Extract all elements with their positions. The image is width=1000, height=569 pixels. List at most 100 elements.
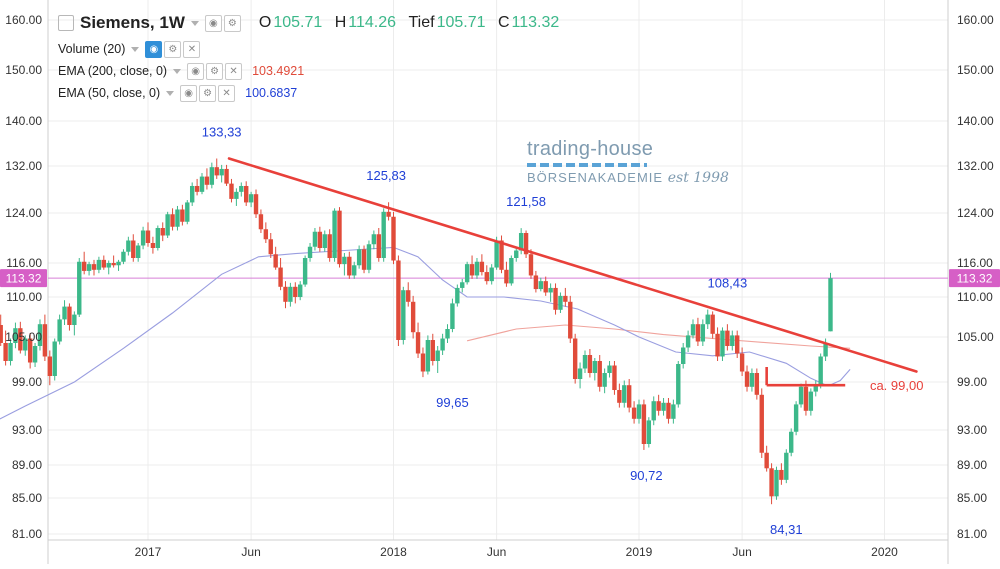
candle-up: [705, 314, 710, 325]
candle-up: [558, 295, 563, 310]
candle-down: [568, 301, 573, 339]
candle-down: [258, 214, 264, 230]
y-tick-label-left: 93.00: [12, 423, 42, 437]
close-icon[interactable]: ✕: [225, 62, 243, 80]
price-annotation: ca. 99,00: [870, 378, 924, 393]
candle-up: [126, 240, 131, 252]
volume-label[interactable]: Volume (20): [58, 42, 126, 56]
candle-up: [52, 341, 57, 376]
candle-down: [91, 264, 97, 270]
candle-up: [622, 385, 627, 403]
watermark-title: trading-house: [527, 138, 654, 160]
chevron-down-icon[interactable]: [131, 46, 140, 52]
x-tick-label: 2019: [626, 545, 653, 559]
candle-down: [523, 233, 529, 255]
x-tick-label: 2018: [380, 545, 407, 559]
candle-up: [518, 233, 524, 251]
candle-up: [175, 209, 180, 227]
ema200-row: EMA (200, close, 0) ◉ ⚙ ✕ 103.4921: [58, 60, 559, 82]
candle-up: [460, 282, 465, 288]
candle-up: [332, 210, 337, 258]
price-annotation: 99,65: [436, 395, 469, 410]
symbol-title[interactable]: Siemens, 1W: [80, 13, 185, 32]
candle-up: [514, 250, 519, 258]
y-tick-label-left: 89.00: [12, 458, 42, 472]
gear-icon[interactable]: ⚙: [164, 40, 182, 58]
candle-up: [77, 261, 82, 315]
high-value: 114.26: [348, 14, 397, 31]
candle-up: [494, 240, 499, 268]
candle-down: [170, 214, 175, 227]
chevron-down-icon[interactable]: [190, 20, 199, 26]
candle-down: [597, 361, 602, 387]
candle-up: [121, 251, 126, 262]
candle-down: [376, 234, 381, 258]
candle-down: [273, 254, 278, 268]
ohlc-readout: O 105.71 H 114.26 Tief 105.71 C 113.32: [251, 14, 559, 32]
eye-icon[interactable]: ◉: [187, 62, 205, 80]
candle-down: [612, 365, 617, 390]
close-icon[interactable]: ✕: [183, 40, 201, 58]
candle-down: [391, 216, 396, 261]
candle-down: [587, 355, 593, 373]
symbol-row: Siemens, 1W ◉ ⚙ O 105.71 H 114.26 Tief 105.…: [58, 8, 559, 38]
candle-down: [0, 325, 3, 343]
y-tick-label-right: 110.00: [957, 290, 993, 304]
candle-up: [189, 185, 195, 203]
gear-icon[interactable]: ⚙: [223, 14, 241, 32]
candle-up: [366, 244, 372, 270]
high-label: H: [334, 14, 347, 31]
candle-up: [690, 324, 696, 336]
candle-up: [646, 420, 652, 444]
candle-up: [425, 340, 431, 372]
candle-up: [700, 324, 706, 342]
y-tick-label-right: 105.00: [957, 330, 994, 344]
candle-up: [813, 385, 818, 392]
gear-icon[interactable]: ⚙: [206, 62, 224, 80]
candle-down: [563, 295, 568, 302]
candle-up: [582, 355, 588, 369]
ema200-label[interactable]: EMA (200, close, 0): [58, 64, 168, 78]
candle-up: [312, 231, 318, 247]
price-annotation: 84,31: [770, 522, 803, 537]
y-tick-label-right: 85.00: [957, 491, 987, 505]
y-tick-label-right: 124.00: [957, 206, 994, 220]
candle-down: [347, 256, 352, 276]
close-icon[interactable]: ✕: [218, 84, 236, 102]
y-tick-label-left: 99.00: [12, 375, 42, 389]
candle-up: [435, 350, 440, 361]
candle-up: [248, 194, 254, 203]
candle-up: [636, 404, 642, 419]
candle-up: [8, 343, 13, 361]
last-price-tag-left: [0, 269, 47, 288]
candle-down: [386, 211, 391, 217]
compare-icon[interactable]: [58, 15, 74, 31]
chevron-down-icon[interactable]: [173, 68, 182, 74]
price-annotation: 108,43: [707, 276, 747, 291]
candle-down: [67, 306, 72, 325]
chevron-down-icon[interactable]: [166, 90, 175, 96]
gear-icon[interactable]: ⚙: [199, 84, 217, 102]
ema50-value: 100.6837: [245, 86, 298, 100]
candle-down: [415, 332, 421, 354]
ema50-label[interactable]: EMA (50, close, 0): [58, 86, 161, 100]
candle-down: [224, 168, 229, 184]
eye-icon[interactable]: ◉: [145, 40, 163, 58]
candle-up: [239, 185, 244, 192]
candle-down: [735, 335, 740, 354]
eye-icon[interactable]: ◉: [180, 84, 198, 102]
candle-down: [754, 373, 760, 395]
eye-icon[interactable]: ◉: [204, 14, 222, 32]
candle-down: [101, 259, 107, 268]
candle-down: [47, 356, 52, 376]
candle-down: [666, 402, 671, 419]
candle-up: [135, 245, 141, 258]
candle-down: [194, 185, 200, 192]
candle-down: [553, 287, 558, 310]
candle-down: [145, 230, 151, 243]
candle-down: [528, 254, 534, 276]
close-value: 113.32: [511, 14, 560, 31]
candle-up: [671, 404, 676, 419]
